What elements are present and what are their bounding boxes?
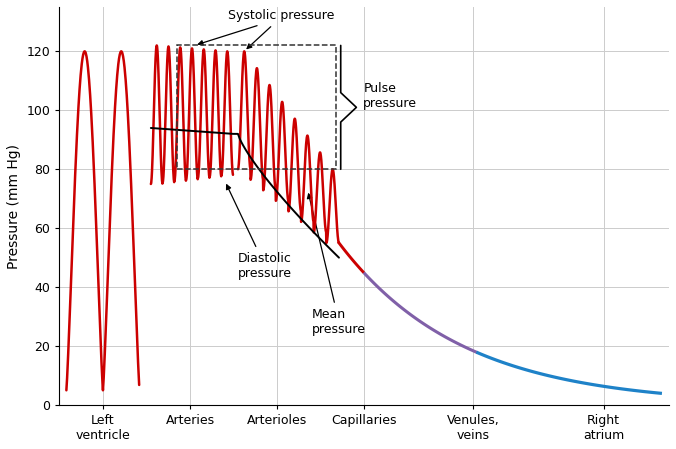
Text: Diastolic
pressure: Diastolic pressure <box>226 185 292 280</box>
Y-axis label: Pressure (mm Hg): Pressure (mm Hg) <box>7 144 21 269</box>
Text: Pulse
pressure: Pulse pressure <box>364 82 417 110</box>
Text: Systolic pressure: Systolic pressure <box>228 9 335 22</box>
Bar <box>177 45 337 169</box>
Text: Mean
pressure: Mean pressure <box>308 194 366 336</box>
